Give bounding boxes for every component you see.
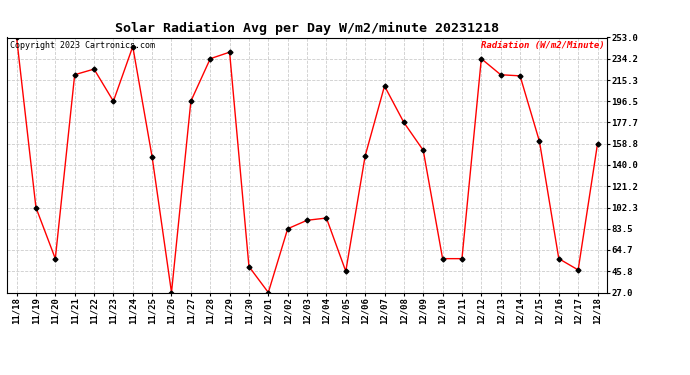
Title: Solar Radiation Avg per Day W/m2/minute 20231218: Solar Radiation Avg per Day W/m2/minute … — [115, 22, 499, 35]
Text: Radiation (W/m2/Minute): Radiation (W/m2/Minute) — [480, 41, 604, 50]
Text: Copyright 2023 Cartronics.com: Copyright 2023 Cartronics.com — [10, 41, 155, 50]
